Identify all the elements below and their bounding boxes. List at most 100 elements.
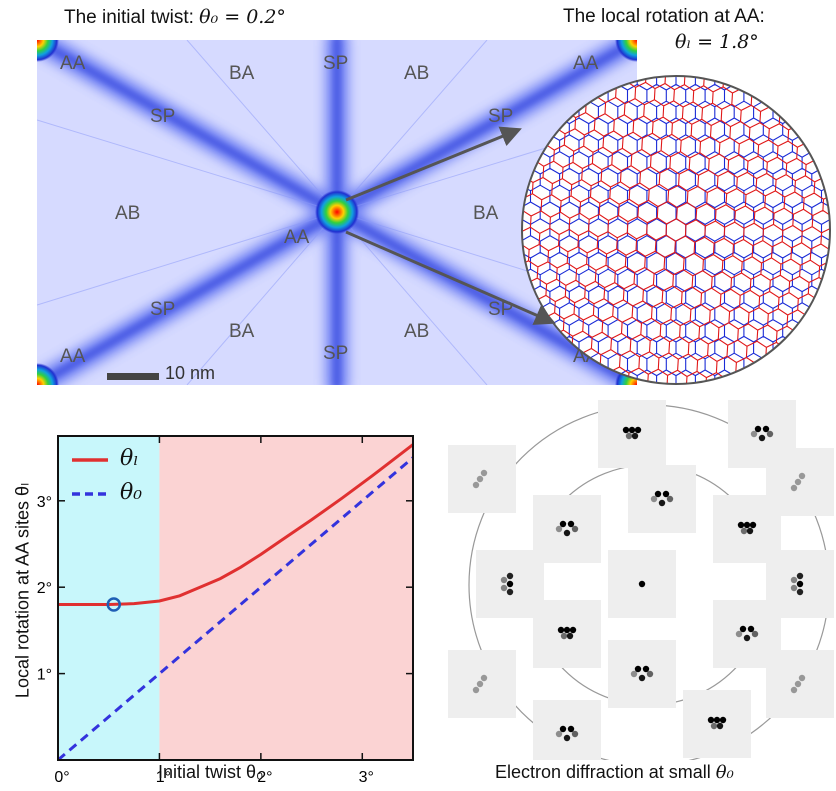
diffraction-spot	[646, 670, 654, 678]
diffraction-spot	[563, 734, 571, 742]
top-title-right-text: The local rotation at AA:	[563, 6, 765, 27]
label-sp: SP	[150, 299, 176, 320]
diffraction-spot	[560, 632, 568, 640]
label-aa: AA	[284, 227, 310, 248]
diffraction-spot	[758, 434, 766, 442]
diffraction-spot	[500, 584, 508, 592]
diffraction-spot	[571, 730, 579, 738]
label-sp: SP	[488, 299, 514, 320]
marker-open-circle	[106, 597, 122, 612]
lattice-circle-outline	[521, 75, 831, 385]
diffraction-spot	[563, 626, 571, 634]
diffraction-spot	[737, 521, 745, 529]
top-title-right: The local rotation at AA: θₗ = 1.8°	[563, 6, 833, 53]
diffraction-spot	[662, 490, 670, 498]
top-title-left-text: The initial twist:	[64, 7, 200, 28]
chart-legend: θₗ θ₀	[72, 444, 152, 514]
diffraction-spot	[762, 425, 770, 433]
x-tick-label: 3°	[359, 769, 374, 786]
diffraction-spot	[630, 670, 638, 678]
diffraction-spot	[642, 665, 650, 673]
diffraction-spot	[766, 430, 774, 438]
top-title-right-math: θₗ = 1.8°	[675, 31, 759, 53]
diffraction-spot	[794, 478, 802, 486]
diffraction-spot	[796, 588, 804, 596]
diffraction-spot	[476, 475, 484, 483]
diffraction-spot	[790, 484, 798, 492]
diffraction-spot	[567, 725, 575, 733]
label-ab: AB	[404, 321, 430, 342]
y-tick-label: 3°	[37, 494, 52, 511]
scale-bar	[107, 373, 159, 380]
series-line-theta-0	[57, 456, 414, 762]
diffraction-spot	[719, 716, 727, 724]
diffraction-spot	[796, 572, 804, 580]
diffraction-spot	[790, 584, 798, 592]
diffraction-spot	[638, 580, 646, 588]
diffraction-spot	[790, 686, 798, 694]
label-aa: AA	[60, 53, 86, 74]
diffraction-spot	[746, 527, 754, 535]
legend-swatches	[72, 458, 108, 496]
x-tick-label: 2°	[257, 769, 272, 786]
faint-streaks	[37, 40, 637, 385]
diffraction-spot	[480, 469, 488, 477]
label-aa: AA	[60, 346, 86, 367]
chart-plot-area	[57, 436, 414, 762]
label-sp: SP	[323, 343, 349, 364]
diffraction-spot	[739, 625, 747, 633]
diffraction-spot	[555, 730, 563, 738]
diffraction-spot	[707, 716, 715, 724]
diffraction-spot	[796, 580, 804, 588]
top-title-left: The initial twist: θ₀ = 0.2°	[64, 6, 286, 29]
zoom-arrow-upper	[345, 126, 522, 202]
diffraction-spot	[566, 632, 574, 640]
diffraction-spot	[628, 426, 636, 434]
label-ab: AB	[115, 203, 141, 224]
diffraction-spot	[506, 572, 514, 580]
label-sp: SP	[488, 106, 514, 127]
lattice-circle	[522, 76, 830, 384]
diffraction-spot	[480, 674, 488, 682]
diffraction-spot	[555, 525, 563, 533]
chart-x-label: Initial twist θ₀	[158, 762, 264, 782]
diffraction-spot	[506, 588, 514, 596]
diffraction-caption: Electron diffraction at small θ₀	[495, 762, 734, 783]
aa-spot-top-right	[615, 40, 637, 62]
label-aa: AA	[573, 53, 599, 74]
scale-bar-label: 10 nm	[165, 363, 216, 383]
diffraction-spot	[666, 495, 674, 503]
diffraction-spot	[559, 725, 567, 733]
diffraction-spot	[710, 722, 718, 730]
diffraction-spot	[476, 680, 484, 688]
label-ba: BA	[229, 63, 255, 84]
diffraction-spot	[658, 499, 666, 507]
diffraction-spot	[794, 680, 802, 688]
diffraction-spot	[754, 425, 762, 433]
chart-axes: 0° 1° 2° 3° 1° 2° 3°	[37, 435, 414, 786]
aa-spot-center	[315, 190, 359, 234]
diffraction-spot	[790, 576, 798, 584]
diffraction-spot	[506, 580, 514, 588]
diffraction-spot	[798, 472, 806, 480]
lattice-layer-red	[522, 76, 830, 384]
rotation-chart: 0° 1° 2° 3° 1° 2° 3°	[37, 435, 414, 786]
aa-spot-bottom-left	[37, 363, 59, 385]
diffraction-spot	[747, 625, 755, 633]
diffraction-caption-math: θ₀	[715, 762, 734, 783]
diffraction-spot	[622, 426, 630, 434]
diffraction-tile	[533, 600, 601, 668]
diffraction-tile	[683, 690, 751, 758]
label-ba: BA	[473, 203, 499, 224]
y-tick-label: 2°	[37, 580, 52, 597]
diffraction-spot	[557, 626, 565, 634]
diffraction-spot	[743, 634, 751, 642]
diffraction-spot	[716, 722, 724, 730]
diffraction-spot	[472, 481, 480, 489]
x-tick-label: 1°	[156, 769, 171, 786]
diffraction-spot	[751, 630, 759, 638]
chart-y-label: Local rotation at AA sites θₗ	[12, 482, 33, 699]
plot-frame	[57, 435, 414, 761]
diffraction-spot	[625, 432, 633, 440]
diffraction-spot	[743, 521, 751, 529]
